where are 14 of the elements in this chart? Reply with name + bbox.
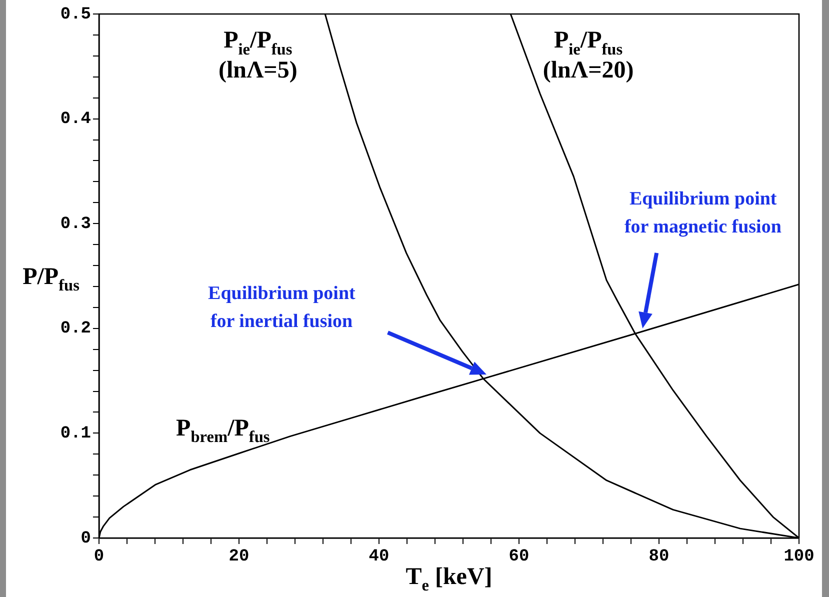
x-tick-label: 80 xyxy=(648,547,670,566)
annotation: Equilibrium point for inertial fusion xyxy=(208,283,356,332)
y-tick-label: 0 xyxy=(80,529,91,548)
y-tick-label: 0.2 xyxy=(60,320,91,339)
y-tick-label: 0.5 xyxy=(60,5,91,24)
y-tick-label: 0.3 xyxy=(60,214,91,234)
annotation: Equilibrium point for magnetic fusion xyxy=(624,188,782,238)
x-tick-label: 60 xyxy=(508,547,530,566)
x-tick-label: 20 xyxy=(228,547,250,566)
y-tick-label: 0.1 xyxy=(60,424,91,444)
x-tick-label: 40 xyxy=(368,547,390,566)
x-tick-label: 0 xyxy=(94,547,104,566)
y-tick-label: 0.4 xyxy=(60,110,91,130)
x-tick-label: 100 xyxy=(784,547,814,566)
